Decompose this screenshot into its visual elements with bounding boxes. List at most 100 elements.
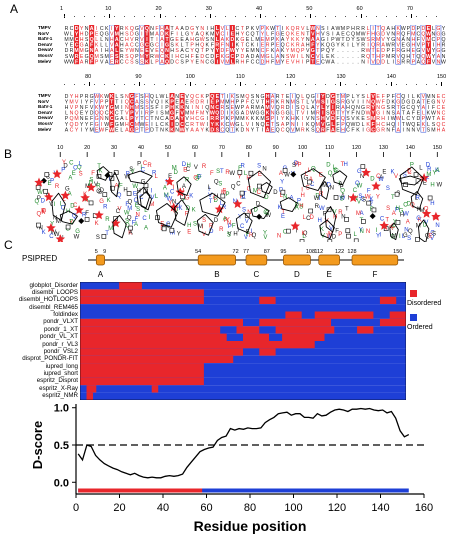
residue: H [80,37,84,43]
helical-residue: T [345,207,349,213]
residue: Y [190,31,194,37]
disordered-segment [259,348,276,356]
residue: H [321,116,325,122]
residue: A [241,111,245,117]
residue: C [371,127,375,133]
helical-residue: H [187,223,191,229]
residue: G [200,116,204,122]
proline-star [52,169,62,179]
helical-residue: C [407,169,412,175]
disordered-segment [259,296,276,305]
y-tick-label: 0.5 [54,440,69,452]
helical-residue: R [55,184,60,190]
ruler-dot [405,84,407,85]
residue: Y [75,31,79,37]
residue: R [356,26,360,32]
helical-tick-label: 60 [192,145,198,151]
residue: K [105,26,109,32]
conserved-column [229,25,235,65]
residue: F [135,94,138,100]
hydrophobic-cluster [235,212,253,234]
helical-residue: L [79,161,83,167]
residue: P [135,127,139,133]
glycine-marker [371,207,377,213]
proline-star [419,173,429,183]
residue: E [261,37,265,43]
ruler-tick-label: 80 [85,74,92,80]
residue: T [150,116,154,122]
ruler-dot [84,84,85,85]
residue: Q [95,111,99,117]
residue: Y [316,105,320,111]
residue: T [241,43,245,49]
residue: G [95,116,99,122]
residue: F [110,54,113,60]
ruler-tick-mark [290,82,291,86]
residue: K [236,37,240,43]
residue: T [201,48,205,54]
alignment-block-2: 80 90 100 110 120 130 140 150 TMPV NorV BatV-1 Den… [38,74,448,134]
psipred-helix-label: E [326,270,331,279]
residue: Y [356,43,360,49]
ruler-tick-label: 140 [386,74,396,80]
residue: I [367,43,368,49]
residue: V [442,99,446,105]
residue: W [139,122,144,128]
ruler-dot [184,84,186,85]
residue: G [406,99,410,105]
residue: V [185,94,189,100]
helical-residue: Y [50,221,54,227]
residue: W [366,48,371,54]
helical-residue: L [402,234,406,240]
residue: Q [366,54,370,60]
residue: F [382,99,385,105]
helical-residue: L [305,172,309,178]
residue: R [376,43,380,49]
helical-residue: W [124,210,130,216]
residue: T [196,122,200,128]
residue: S [206,37,210,43]
ruler-dot [285,84,286,85]
residue: Q [225,127,229,133]
residue: L [362,122,365,128]
residue: D [65,94,69,100]
residue: P [386,94,390,100]
residue: K [251,43,255,49]
residue: F [155,26,158,32]
helical-tick-label: 80 [246,145,252,151]
residue: Y [261,31,265,37]
glycine-marker [248,170,254,176]
helical-residue: R [249,233,254,239]
residue: S [432,122,436,128]
hydrophobic-cluster [155,203,178,228]
helical-residue: A [144,226,148,232]
residue: E [145,122,149,128]
residue: L [432,26,435,32]
helical-residue: F [91,171,95,177]
residue: E [80,54,84,60]
similar-column [289,92,296,133]
residue: I [327,99,328,105]
residue: H [381,116,385,122]
psipred-position-label: 54 [195,249,201,255]
helical-residue: R [147,163,152,169]
residue: E [341,31,345,37]
helical-tick-label: 110 [325,145,334,151]
threonine-marker [369,213,376,220]
helical-residue: N [404,227,408,233]
residue: L [422,111,425,117]
residue: Q [326,43,330,49]
residue: K [291,31,295,37]
residue: C [406,105,410,111]
ruler-dot [305,84,307,85]
residue: Y [65,122,69,128]
proline-star [175,187,185,197]
residue: I [382,111,383,117]
residue: G [255,111,259,117]
helical-residue: M [392,233,397,239]
ruler-dot [174,16,176,17]
helical-residue: D [100,188,105,194]
residue: H [437,127,441,133]
helical-residue: Y [238,175,242,181]
residue: E [417,122,421,128]
